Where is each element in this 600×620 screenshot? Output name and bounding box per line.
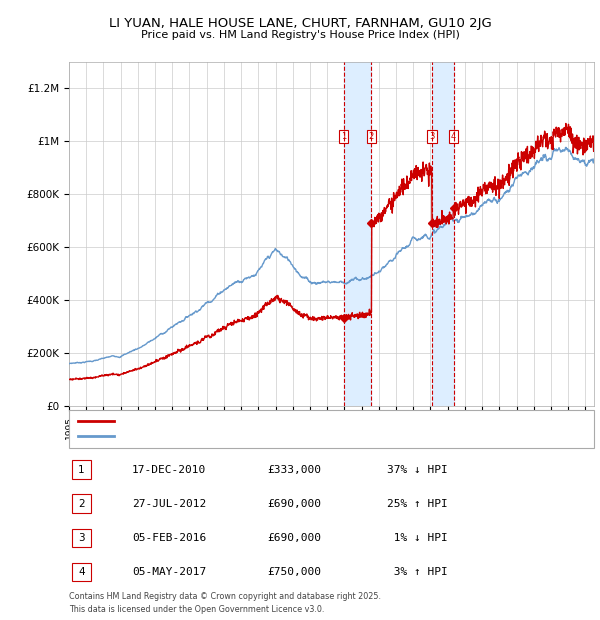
Text: 1: 1: [341, 131, 346, 141]
Text: £333,000: £333,000: [267, 464, 321, 475]
Text: £750,000: £750,000: [267, 567, 321, 577]
Text: HPI: Average price, detached house, Waverley: HPI: Average price, detached house, Wave…: [120, 432, 329, 441]
Bar: [432, 62, 454, 406]
Text: 05-FEB-2016: 05-FEB-2016: [132, 533, 206, 543]
Text: Price paid vs. HM Land Registry's House Price Index (HPI): Price paid vs. HM Land Registry's House …: [140, 30, 460, 40]
Text: £690,000: £690,000: [267, 533, 321, 543]
Text: £690,000: £690,000: [267, 498, 321, 509]
Text: 3% ↑ HPI: 3% ↑ HPI: [387, 567, 448, 577]
Text: 1% ↓ HPI: 1% ↓ HPI: [387, 533, 448, 543]
Text: 1: 1: [78, 464, 85, 475]
Text: 27-JUL-2012: 27-JUL-2012: [132, 498, 206, 509]
Text: LI YUAN, HALE HOUSE LANE, CHURT, FARNHAM, GU10 2JG (detached house): LI YUAN, HALE HOUSE LANE, CHURT, FARNHAM…: [120, 417, 463, 425]
Text: 3: 3: [78, 533, 85, 543]
Text: 37% ↓ HPI: 37% ↓ HPI: [387, 464, 448, 475]
Text: 2: 2: [369, 131, 374, 141]
Text: 4: 4: [78, 567, 85, 577]
Text: 05-MAY-2017: 05-MAY-2017: [132, 567, 206, 577]
Text: 3: 3: [430, 131, 435, 141]
Text: 25% ↑ HPI: 25% ↑ HPI: [387, 498, 448, 509]
Bar: [344, 62, 371, 406]
Text: 4: 4: [451, 131, 456, 141]
Text: Contains HM Land Registry data © Crown copyright and database right 2025.
This d: Contains HM Land Registry data © Crown c…: [69, 592, 381, 614]
Text: LI YUAN, HALE HOUSE LANE, CHURT, FARNHAM, GU10 2JG: LI YUAN, HALE HOUSE LANE, CHURT, FARNHAM…: [109, 17, 491, 30]
Text: 2: 2: [78, 498, 85, 509]
Text: 17-DEC-2010: 17-DEC-2010: [132, 464, 206, 475]
